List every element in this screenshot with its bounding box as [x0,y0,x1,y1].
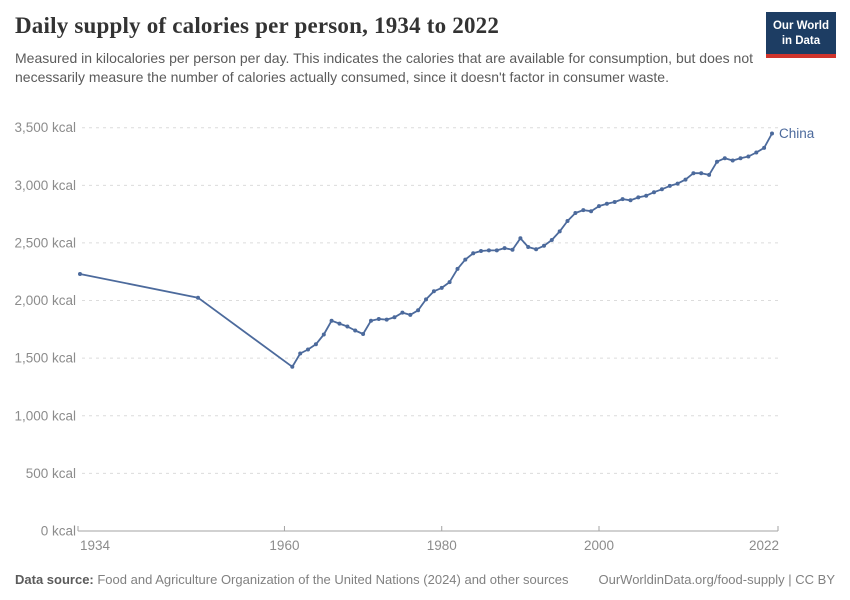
data-point-china-1966 [329,318,334,323]
data-source-label: Data source: [15,572,94,587]
data-point-china-2009 [667,183,672,188]
owid-logo-line2: in Data [781,34,821,47]
owid-logo: Our World in Data [765,12,836,58]
y-tick-label-1500: 1,500 kcal [14,351,76,366]
data-point-china-1984 [471,251,476,256]
x-tick-label-1960: 1960 [269,538,299,553]
data-point-china-1962 [298,351,303,356]
data-point-china-2001 [604,201,609,206]
data-point-china-2011 [683,177,688,182]
data-point-china-1986 [486,248,491,253]
data-point-china-1934 [78,272,82,276]
data-point-china-1983 [463,257,468,262]
data-point-china-1980 [439,285,444,290]
data-point-china-1949 [196,295,200,300]
entity-label-china: China [779,126,815,141]
data-point-china-1990 [518,236,523,241]
data-point-china-1999 [589,209,594,214]
data-point-china-1989 [510,247,515,252]
x-tick-label-1934: 1934 [80,538,111,553]
data-point-china-1995 [557,229,562,234]
data-point-china-1997 [573,211,578,215]
data-point-china-1976 [408,312,413,317]
data-point-china-1964 [313,342,318,347]
data-point-china-1971 [369,318,373,323]
y-tick-label-0: 0 kcal [41,524,76,539]
x-tick-label-1980: 1980 [427,538,457,553]
data-point-china-2004 [628,198,633,203]
owid-logo-line1: Our World [772,20,829,32]
data-point-china-2015 [715,159,719,164]
data-point-china-1974 [392,315,397,320]
y-tick-label-500: 500 kcal [26,466,76,481]
data-point-china-1992 [534,247,539,252]
data-point-china-1967 [337,321,342,326]
data-source-note: Data source: Food and Agriculture Organi… [15,572,569,587]
data-point-china-2012 [691,171,696,176]
attribution-link: OurWorldinData.org/food-supply | CC BY [598,572,835,587]
series-line-china [79,132,773,368]
chart-footer: Data source: Food and Agriculture Organi… [15,572,835,587]
x-tick-label-2000: 2000 [584,538,614,553]
chart-title: Daily supply of calories per person, 193… [15,13,500,38]
data-point-china-1968 [345,324,350,329]
chart-header: Daily supply of calories per person, 193… [15,12,763,88]
data-point-china-2007 [652,190,656,195]
data-point-china-1961 [290,364,295,369]
data-point-china-2000 [597,204,601,209]
y-tick-label-2000: 2,000 kcal [14,293,76,308]
data-point-china-1970 [361,332,366,336]
data-point-china-2018 [738,156,743,161]
data-point-china-2019 [746,154,751,159]
data-point-china-2006 [644,193,649,198]
data-point-china-1975 [400,310,405,315]
y-tick-label-3000: 3,000 kcal [14,178,76,193]
data-point-china-1994 [549,238,554,242]
data-point-china-2020 [754,150,759,155]
data-point-china-1981 [447,280,452,285]
x-tick-label-2022: 2022 [749,538,779,553]
data-source-text: Food and Agriculture Organization of the… [93,572,569,587]
y-tick-label-3500: 3,500 kcal [14,120,76,135]
data-point-china-1982 [455,266,460,271]
data-point-china-2013 [699,171,704,176]
data-point-china-1993 [542,243,546,248]
data-point-china-2022 [770,131,774,136]
y-tick-label-1000: 1,000 kcal [14,408,76,423]
data-point-china-1973 [384,317,389,322]
data-point-china-1969 [353,328,358,333]
data-point-china-1996 [565,219,570,223]
data-point-china-2010 [675,181,680,186]
data-point-china-1965 [321,332,326,337]
data-point-china-2002 [612,200,617,204]
data-point-china-1972 [376,317,381,321]
data-point-china-2021 [762,145,767,150]
data-point-china-2005 [636,195,641,200]
y-tick-label-2500: 2,500 kcal [14,235,76,250]
data-point-china-1985 [479,249,483,253]
data-point-china-2003 [620,197,625,202]
data-point-china-1988 [502,246,507,251]
chart-subtitle: Measured in kilocalories per person per … [15,49,754,86]
data-point-china-1963 [306,347,310,352]
data-point-china-2017 [730,158,735,163]
data-point-china-2014 [707,172,712,177]
data-point-china-1978 [424,297,428,302]
data-point-china-1998 [581,208,586,213]
data-point-china-1987 [494,248,499,253]
data-point-china-1979 [431,289,436,294]
data-point-china-2008 [659,187,664,192]
data-point-china-1977 [416,308,421,313]
data-point-china-1991 [526,245,531,249]
data-point-china-2016 [722,156,727,161]
